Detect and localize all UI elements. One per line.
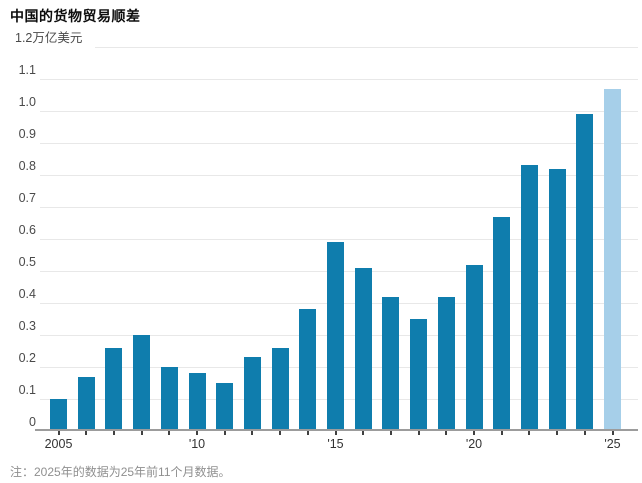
gridline xyxy=(40,239,638,240)
x-axis-tick xyxy=(168,431,171,435)
bar-2008 xyxy=(133,335,151,429)
x-axis-tick xyxy=(279,431,282,435)
y-axis-tick-label: 0.7 xyxy=(18,191,36,205)
y-axis-tick-label: 0.3 xyxy=(18,319,36,333)
y-axis-tick-label: 0.9 xyxy=(18,127,36,141)
x-axis-label-2010: '10 xyxy=(188,437,206,451)
gridline xyxy=(40,175,638,176)
gridline xyxy=(95,47,638,48)
y-axis-tick-label: 1.1 xyxy=(18,63,36,77)
bar-2025 xyxy=(604,88,621,429)
x-axis-tick xyxy=(196,431,198,435)
x-axis-label-2015: '15 xyxy=(327,437,344,451)
bar-2020 xyxy=(465,264,483,429)
bar-2007 xyxy=(105,347,123,429)
bar-2017 xyxy=(382,296,400,429)
x-axis-tick xyxy=(556,431,559,435)
x-axis-tick xyxy=(362,431,365,435)
y-axis-tick-label: 0.5 xyxy=(18,255,36,269)
x-axis-label-2020: '20 xyxy=(465,437,483,451)
gridline xyxy=(40,79,638,80)
bar-2010 xyxy=(188,373,206,429)
x-axis-tick xyxy=(611,431,614,435)
bar-2016 xyxy=(354,267,372,429)
bar-2015 xyxy=(327,242,344,429)
y-axis-tick-label: 0.8 xyxy=(18,159,36,173)
x-axis-tick xyxy=(473,431,475,435)
gridline xyxy=(40,207,638,208)
gridline xyxy=(40,111,638,112)
bar-2022 xyxy=(520,165,538,429)
x-axis-line xyxy=(35,429,638,431)
x-axis-tick xyxy=(417,431,420,435)
x-axis-tick xyxy=(445,431,448,435)
bar-2011 xyxy=(216,383,234,429)
x-axis-tick xyxy=(85,431,88,435)
gridline xyxy=(40,143,638,144)
y-axis-tick-label: 0.4 xyxy=(18,287,36,301)
bar-2009 xyxy=(160,367,178,429)
x-axis-tick xyxy=(140,431,143,435)
y-axis-max-label: 1.2万亿美元 xyxy=(15,31,83,45)
x-axis-tick xyxy=(583,431,586,435)
chart-footnote: 注：2025年的数据为25年前11个月数据。 xyxy=(10,465,231,479)
y-axis-tick-label: 0.6 xyxy=(18,223,36,237)
bar-2014 xyxy=(299,309,317,429)
chart-title: 中国的货物贸易顺差 xyxy=(10,8,141,24)
x-axis-tick xyxy=(223,431,226,435)
x-axis-tick xyxy=(528,431,531,435)
y-axis-tick-label: 1.0 xyxy=(18,95,36,109)
y-axis-tick-label: 0 xyxy=(29,415,36,429)
x-axis-label-2025: '25 xyxy=(604,437,621,451)
x-axis-tick xyxy=(389,431,392,435)
x-axis-tick xyxy=(306,431,309,435)
x-axis-tick xyxy=(500,431,503,435)
y-axis-tick-label: 0.2 xyxy=(18,351,36,365)
y-axis-tick-label: 0.1 xyxy=(18,383,36,397)
bar-2019 xyxy=(437,296,455,429)
x-axis-tick xyxy=(57,431,60,435)
bar-2024 xyxy=(576,114,594,429)
bar-2005 xyxy=(50,399,67,429)
bar-2018 xyxy=(410,319,428,429)
x-axis-tick xyxy=(334,431,337,435)
bar-2012 xyxy=(243,357,261,429)
x-axis-tick xyxy=(251,431,254,435)
bar-2006 xyxy=(77,376,95,429)
bar-2013 xyxy=(271,347,289,429)
bar-2021 xyxy=(493,216,511,429)
x-axis-label-2005: 2005 xyxy=(44,437,73,451)
x-axis-tick xyxy=(112,431,115,435)
bar-2023 xyxy=(548,168,566,429)
